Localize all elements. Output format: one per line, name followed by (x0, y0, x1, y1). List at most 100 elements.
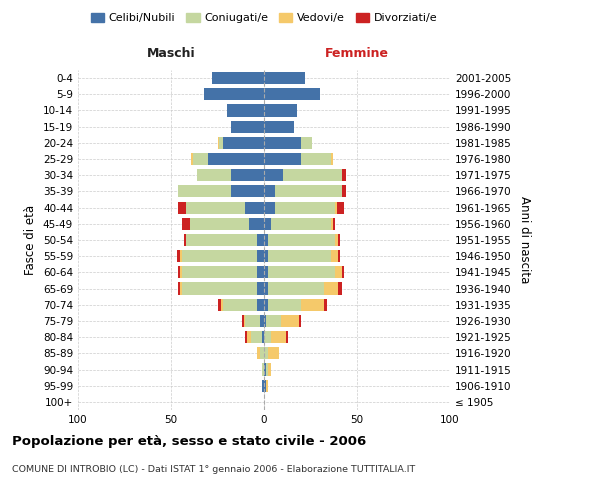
Bar (190, 218, 249, 230)
Bar (247, 331, 251, 343)
Bar (221, 298, 223, 311)
Bar (257, 250, 264, 262)
Bar (264, 153, 301, 165)
Bar (337, 202, 344, 213)
Bar (178, 282, 181, 294)
Bar (266, 364, 268, 376)
Bar (178, 266, 181, 278)
Bar (262, 380, 264, 392)
Bar (186, 202, 245, 213)
Bar (264, 282, 268, 294)
Bar (335, 266, 342, 278)
Bar (182, 282, 257, 294)
Bar (342, 186, 346, 198)
Bar (220, 137, 223, 149)
Bar (249, 218, 264, 230)
Bar (260, 315, 264, 327)
Bar (338, 234, 340, 246)
Bar (264, 186, 275, 198)
Bar (301, 153, 331, 165)
Bar (271, 218, 331, 230)
Bar (323, 298, 327, 311)
Text: Femmine: Femmine (325, 48, 389, 60)
Bar (197, 169, 230, 181)
Bar (230, 186, 264, 198)
Bar (299, 315, 301, 327)
Bar (264, 202, 275, 213)
Bar (244, 315, 245, 327)
Bar (182, 266, 257, 278)
Bar (338, 250, 340, 262)
Bar (264, 137, 301, 149)
Bar (264, 72, 305, 84)
Bar (223, 298, 257, 311)
Bar (264, 266, 268, 278)
Bar (184, 234, 186, 246)
Bar (268, 250, 331, 262)
Bar (281, 315, 299, 327)
Bar (268, 234, 335, 246)
Bar (271, 331, 286, 343)
Bar (268, 298, 301, 311)
Bar (331, 153, 333, 165)
Bar (275, 202, 335, 213)
Bar (245, 202, 264, 213)
Bar (283, 169, 342, 181)
Bar (193, 153, 208, 165)
Y-axis label: Anni di nascita: Anni di nascita (518, 196, 531, 284)
Bar (208, 153, 264, 165)
Bar (338, 282, 342, 294)
Bar (264, 331, 271, 343)
Bar (264, 218, 271, 230)
Bar (264, 364, 266, 376)
Bar (227, 104, 264, 117)
Legend: Celibi/Nubili, Coniugati/e, Vedovi/e, Divorziati/e: Celibi/Nubili, Coniugati/e, Vedovi/e, Di… (86, 8, 442, 28)
Bar (264, 315, 266, 327)
Bar (218, 298, 221, 311)
Bar (223, 137, 264, 149)
Y-axis label: Fasce di età: Fasce di età (25, 205, 37, 275)
Bar (268, 364, 271, 376)
Bar (264, 88, 320, 101)
Bar (301, 298, 323, 311)
Bar (335, 202, 337, 213)
Bar (257, 266, 264, 278)
Bar (264, 348, 268, 360)
Bar (178, 202, 186, 213)
Bar (301, 137, 313, 149)
Bar (331, 218, 333, 230)
Bar (268, 348, 279, 360)
Bar (264, 104, 298, 117)
Bar (335, 234, 338, 246)
Bar (260, 348, 264, 360)
Text: Popolazione per età, sesso e stato civile - 2006: Popolazione per età, sesso e stato civil… (12, 435, 366, 448)
Bar (191, 153, 193, 165)
Bar (275, 186, 342, 198)
Bar (176, 250, 181, 262)
Bar (264, 380, 266, 392)
Bar (212, 72, 264, 84)
Bar (205, 88, 264, 101)
Bar (268, 282, 323, 294)
Bar (268, 266, 335, 278)
Bar (182, 250, 257, 262)
Text: Maschi: Maschi (146, 48, 196, 60)
Bar (342, 266, 344, 278)
Bar (286, 331, 288, 343)
Bar (218, 137, 220, 149)
Bar (186, 234, 257, 246)
Bar (180, 250, 182, 262)
Bar (257, 348, 260, 360)
Bar (245, 331, 247, 343)
Bar (230, 120, 264, 132)
Bar (230, 169, 264, 181)
Bar (178, 186, 230, 198)
Bar (266, 380, 268, 392)
Bar (257, 298, 264, 311)
Bar (264, 234, 268, 246)
Bar (323, 282, 338, 294)
Bar (333, 218, 335, 230)
Bar (342, 169, 346, 181)
Bar (257, 234, 264, 246)
Bar (180, 266, 182, 278)
